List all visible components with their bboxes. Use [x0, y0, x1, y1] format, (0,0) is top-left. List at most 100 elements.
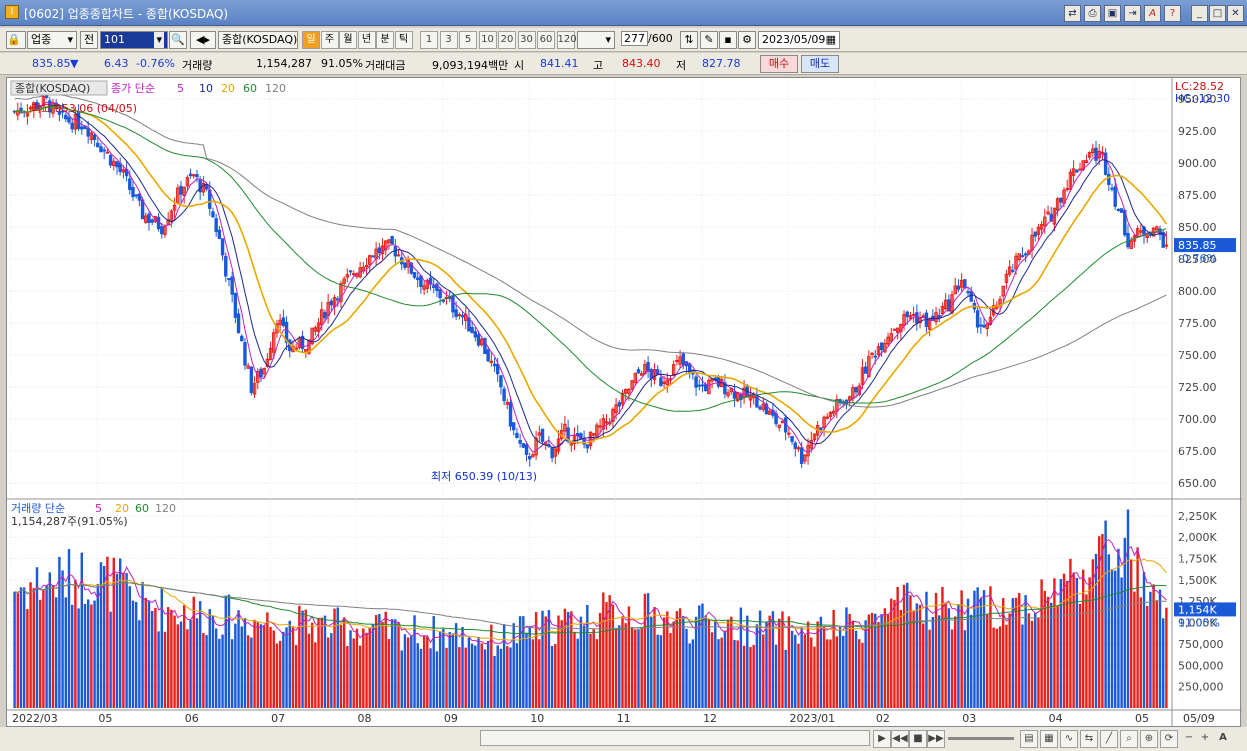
zoom-slider[interactable] [948, 737, 1014, 740]
text-size-icon[interactable]: A [1219, 732, 1227, 743]
link-icon[interactable]: ⇄ [1064, 5, 1081, 22]
tab-minute-30[interactable]: 30 [517, 31, 536, 49]
volume-bar [1081, 569, 1085, 708]
window-title: [0602] 업종종합차트 - 종합(KOSDAQ) [24, 7, 229, 21]
stop-icon[interactable]: ■ [909, 730, 927, 748]
volume-bar [278, 640, 282, 708]
tab-minute-60[interactable]: 60 [537, 31, 555, 49]
grid-icon[interactable]: ▦ [1040, 730, 1058, 748]
chart-area[interactable]: 950.00 925.00 900.00 875.00 850.00 825.00 800.… [6, 77, 1242, 728]
zoom-out-icon[interactable]: − [1184, 732, 1194, 743]
volume-bar [800, 627, 803, 708]
layout-icon[interactable]: ▤ [1020, 730, 1038, 748]
candle [1023, 253, 1028, 256]
volume-bar [1005, 624, 1008, 708]
tab-period-3[interactable]: 년 [357, 31, 376, 49]
disk-icon[interactable]: ▪ [719, 31, 737, 49]
zoom-in-icon[interactable]: + [1200, 732, 1210, 743]
volume-bar [755, 624, 759, 708]
fast-forward-icon[interactable]: ▶▶ [927, 730, 945, 748]
buy-button[interactable]: 매수 [760, 55, 798, 73]
volume-bar [595, 639, 599, 708]
tab-period-2[interactable]: 월 [339, 31, 357, 49]
scroll-track[interactable] [480, 730, 870, 746]
candle [1107, 173, 1111, 185]
minute-select[interactable]: ▾ [577, 31, 615, 49]
tab-minute-3[interactable]: 3 [439, 31, 458, 49]
prev-button[interactable]: 전 [80, 31, 98, 49]
tab-minute-10[interactable]: 10 [478, 31, 497, 49]
tab-minute-20[interactable]: 20 [498, 31, 516, 49]
candle [483, 338, 487, 354]
minimize-to-tray-icon[interactable]: ⇥ [1124, 5, 1141, 22]
candle [336, 298, 340, 301]
volume-bar [490, 624, 493, 708]
volume-ma-20-line [14, 558, 1167, 641]
volume-bar [230, 639, 234, 708]
close-icon[interactable]: ✕ [1227, 5, 1244, 22]
volume-bar [218, 638, 221, 708]
search-icon[interactable]: 🔍 [169, 31, 187, 49]
font-icon[interactable]: A [1144, 5, 1161, 22]
candle [697, 384, 701, 387]
tab-minute-5[interactable]: 5 [459, 31, 477, 49]
indicator-icon[interactable]: ∿ [1060, 730, 1078, 748]
volume-bar [893, 600, 896, 708]
volume-bar [1120, 577, 1123, 708]
sync-icon[interactable]: ⟳ [1160, 730, 1178, 748]
legend-ma-120: 120 [265, 82, 286, 95]
search-icon[interactable]: ⌕ [1120, 730, 1138, 748]
speaker-icon[interactable]: ◀▸ [190, 31, 216, 49]
date-input[interactable]: 2023/05/09 ▦ [758, 31, 840, 49]
code-input[interactable]: 101 ▾ [100, 31, 168, 49]
tab-period-4[interactable]: 분 [376, 31, 394, 49]
gear-icon[interactable]: ⚙ [738, 31, 756, 49]
volume-bar [762, 634, 765, 708]
rewind-icon[interactable]: ◀◀ [891, 730, 909, 748]
candle [310, 327, 314, 345]
volume-bar [1037, 617, 1040, 708]
volume-bar [336, 607, 339, 708]
candle [627, 389, 631, 394]
compare-icon[interactable]: ⇆ [1080, 730, 1098, 748]
play-icon[interactable]: ▶ [873, 730, 891, 748]
draw-line-icon[interactable]: ╱ [1100, 730, 1118, 748]
save-icon[interactable]: ▣ [1104, 5, 1121, 22]
candle [611, 408, 615, 422]
candle [281, 317, 286, 326]
volume-bar [83, 603, 87, 708]
count-field[interactable]: 277/600 [618, 31, 676, 49]
candle [531, 454, 535, 458]
volume-bar [1046, 596, 1050, 708]
volume-bar [150, 610, 154, 708]
market-select[interactable]: 업종 ▾ [27, 31, 77, 49]
volume-bar [627, 606, 631, 708]
candle [211, 211, 215, 218]
tab-minute-120[interactable]: 120 [556, 31, 577, 49]
candle [384, 240, 388, 251]
volume-bar [877, 622, 880, 708]
lock-icon[interactable]: 🔒 [6, 31, 26, 49]
pin-icon[interactable]: ⊕ [1140, 730, 1158, 748]
draw-icon[interactable]: ✎ [700, 31, 718, 49]
candle [195, 174, 199, 178]
tab-period-1[interactable]: 주 [320, 31, 339, 49]
price-tick-label: 875.00 [1178, 189, 1217, 202]
volume-bar [832, 609, 835, 708]
tab-period-5[interactable]: 틱 [394, 31, 413, 49]
volume-bar [77, 608, 80, 708]
help-icon[interactable]: ? [1164, 5, 1181, 22]
maximize-icon[interactable]: □ [1209, 5, 1226, 22]
volume-bar [35, 567, 39, 708]
volume-bar [608, 595, 611, 708]
minimize-icon[interactable]: _ [1191, 5, 1208, 22]
print-icon[interactable]: ⎙ [1084, 5, 1101, 22]
arrows-icon[interactable]: ⇅ [680, 31, 698, 49]
tab-minute-1[interactable]: 1 [420, 31, 438, 49]
candlestick-chart[interactable]: 950.00 925.00 900.00 875.00 850.00 825.00 800.… [7, 78, 1242, 728]
candle [1161, 231, 1165, 248]
tab-period-0[interactable]: 일 [302, 31, 320, 49]
candle [150, 219, 154, 223]
sell-button[interactable]: 매도 [801, 55, 839, 73]
